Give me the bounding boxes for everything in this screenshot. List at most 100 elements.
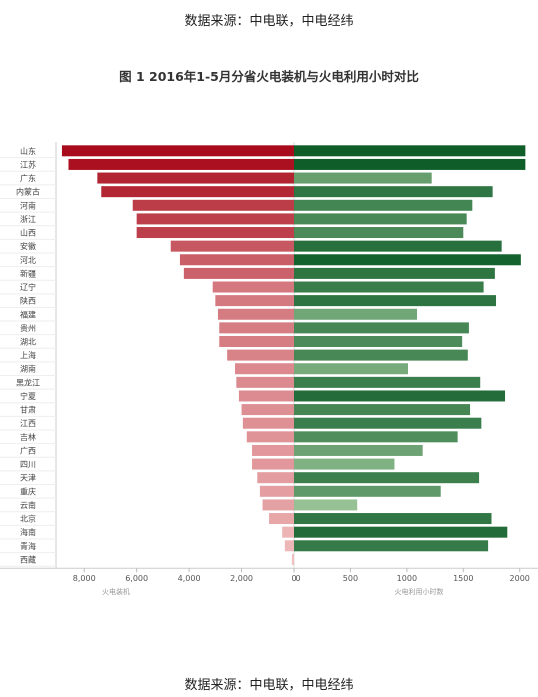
province-label: 宁夏 (20, 391, 36, 401)
capacity-bar (179, 254, 294, 266)
butterfly-bar-chart: 山东江苏广东内蒙古河南浙江山西安徽河北新疆辽宁陕西福建贵州湖北上海湖南黑龙江宁夏… (0, 142, 538, 596)
right-axis-tick-label: 500 (343, 574, 358, 583)
utilization-bar (294, 267, 495, 279)
capacity-bar (170, 240, 294, 252)
capacity-bar (61, 145, 294, 157)
utilization-hours-bars (294, 145, 526, 552)
province-label: 北京 (20, 514, 36, 524)
province-label: 河北 (20, 255, 36, 265)
province-label: 陕西 (20, 296, 36, 306)
province-label: 福建 (20, 309, 36, 319)
capacity-bar (219, 322, 294, 334)
capacity-bar (236, 376, 294, 388)
province-label: 浙江 (20, 214, 36, 224)
province-label: 山东 (20, 146, 36, 156)
capacity-bar (252, 444, 294, 456)
province-label: 西藏 (20, 554, 36, 564)
plot-frame (0, 142, 538, 569)
province-label: 江西 (20, 419, 36, 428)
province-label: 天津 (20, 473, 36, 483)
utilization-bar (294, 308, 418, 320)
right-axis-tick-label: 2000 (510, 574, 530, 583)
province-label: 辽宁 (20, 282, 36, 292)
province-label: 新疆 (20, 268, 36, 278)
province-label: 安徽 (20, 241, 36, 251)
capacity-bar (219, 335, 294, 347)
utilization-bar (294, 349, 468, 361)
utilization-bar (294, 335, 463, 347)
province-label: 贵州 (20, 323, 36, 333)
province-label: 河南 (20, 200, 36, 210)
left-axis-tick-label: 0 (291, 574, 296, 583)
utilization-bar (294, 363, 408, 375)
capacity-bar (136, 227, 294, 239)
capacity-bar (242, 417, 294, 429)
x-axes: 8,000 6,000 4,000 2,000 00 500 1000 1500 2000 火电装… (73, 568, 530, 596)
province-label: 海南 (20, 527, 36, 537)
capacity-bar (101, 186, 295, 198)
source-note-top: 数据来源：中电联，中电经纬 (184, 14, 354, 29)
utilization-bar (294, 404, 471, 416)
province-label: 甘肃 (20, 405, 36, 415)
province-label: 重庆 (20, 486, 36, 496)
province-label: 江苏 (20, 159, 36, 169)
utilization-bar (294, 526, 508, 538)
right-axis-tick-label: 0 (295, 574, 300, 583)
province-label: 广东 (20, 173, 36, 183)
utilization-bar (294, 513, 492, 525)
province-label: 云南 (20, 500, 36, 510)
province-label: 山西 (20, 228, 36, 238)
capacity-bar (282, 526, 294, 538)
left-axis-tick-label: 8,000 (73, 574, 96, 583)
utilization-bar (294, 240, 502, 252)
province-label: 内蒙古 (16, 187, 40, 197)
capacity-bar (257, 472, 294, 484)
right-axis-title: 火电利用小时数 (395, 587, 444, 596)
capacity-bar (227, 349, 294, 361)
utilization-bar (294, 199, 473, 211)
utilization-bar (294, 172, 432, 184)
utilization-bar (294, 145, 526, 157)
utilization-bar (294, 281, 484, 293)
capacity-bar (212, 281, 294, 293)
capacity-bar (136, 213, 294, 225)
capacity-bar (97, 172, 294, 184)
right-axis-tick-label: 1500 (453, 574, 473, 583)
province-label: 吉林 (20, 432, 36, 442)
left-axis-title: 火电装机 (102, 587, 130, 596)
utilization-bar (294, 376, 481, 388)
utilization-bar (294, 472, 480, 484)
utilization-bar (294, 458, 395, 470)
capacity-bar (215, 295, 294, 307)
province-labels: 山东江苏广东内蒙古河南浙江山西安徽河北新疆辽宁陕西福建贵州湖北上海湖南黑龙江宁夏… (16, 146, 40, 565)
province-label: 四川 (20, 460, 36, 469)
capacity-bar (291, 553, 294, 565)
province-label: 上海 (20, 350, 36, 360)
province-label: 湖南 (20, 364, 36, 374)
utilization-bar (294, 390, 506, 402)
utilization-bar (294, 186, 493, 198)
capacity-bar (246, 431, 294, 443)
capacity-bar (235, 363, 294, 375)
capacity-bar (132, 199, 294, 211)
province-label: 青海 (20, 541, 36, 551)
capacity-bar (252, 458, 294, 470)
capacity-bar (241, 404, 294, 416)
utilization-bar (294, 417, 482, 429)
utilization-bar (294, 485, 441, 497)
right-axis-tick-label: 1000 (397, 574, 417, 583)
utilization-bar (294, 158, 526, 170)
utilization-bar (294, 227, 464, 239)
source-note-bottom: 数据来源：中电联，中电经纬 (184, 678, 354, 693)
province-label: 黑龙江 (16, 377, 40, 387)
capacity-bar (217, 308, 294, 320)
left-axis-tick-label: 4,000 (178, 574, 201, 583)
utilization-bar (294, 213, 467, 225)
utilization-bar (294, 499, 358, 511)
capacity-bar (262, 499, 294, 511)
utilization-bar (294, 322, 469, 334)
province-label: 湖北 (20, 337, 36, 346)
chart-title: 图 1 2016年1-5月分省火电装机与火电利用小时对比 (119, 69, 419, 84)
left-axis-tick-label: 6,000 (125, 574, 148, 583)
utilization-bar (294, 295, 497, 307)
